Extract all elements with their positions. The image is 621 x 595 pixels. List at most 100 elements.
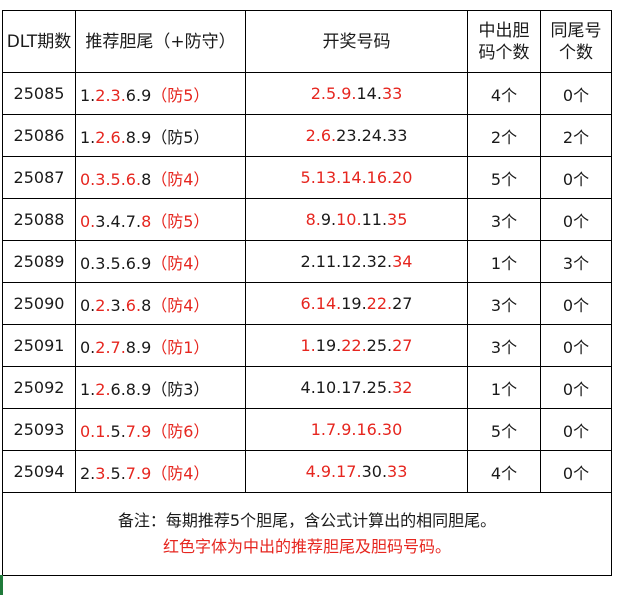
segment: 33 (387, 462, 408, 481)
segment: 32 (392, 378, 413, 397)
period-cell: 25089 (2, 240, 76, 283)
segment: 11. (361, 210, 388, 229)
segment: 25. (366, 336, 393, 355)
hits-cell: 5个 (467, 156, 541, 199)
same-tail-cell: 3个 (540, 240, 612, 283)
row: 25091 0.2.7.8.9（防1） 1.19.22.25.27 3个 0个 (2, 324, 612, 367)
header-text: DLT期数 (6, 31, 72, 52)
segment: 8 (141, 295, 152, 315)
segment: 3.4.7. (95, 211, 142, 231)
period-cell: 25086 (2, 114, 76, 157)
table-body: DLT期数 推荐胆尾（+防守） 开奖号码 中出胆 码个数 同尾号 个数 25085 1.2.3.… (2, 10, 612, 576)
segment: 22. (341, 336, 367, 355)
same-tail-cell: 0个 (540, 324, 612, 367)
period-cell: 25092 (2, 366, 76, 409)
note-row: 备注：每期推荐5个胆尾，含公式计算出的相同胆尾。 红色字体为中出的推荐胆尾及胆码号… (2, 492, 612, 576)
hits-cell: 3个 (467, 198, 541, 241)
segment: 6.9 (125, 85, 152, 105)
lottery-table: DLT期数 推荐胆尾（+防守） 开奖号码 中出胆 码个数 同尾号 个数 25085 1.2.3.… (2, 10, 612, 576)
draw-cell: 8.9.10.11.35 (245, 198, 468, 241)
segment: 2. (80, 463, 96, 483)
same-tail-cell: 0个 (540, 450, 612, 493)
segment: 19. (341, 294, 367, 313)
segment: 1. (300, 336, 316, 355)
period-cell: 25088 (2, 198, 76, 241)
draw-cell: 1.7.9.16.30 (245, 408, 468, 451)
period-cell: 25094 (2, 450, 76, 493)
segment: 4.9.17. (305, 462, 362, 481)
cell-marker (0, 575, 3, 595)
draw-cell: 1.19.22.25.27 (245, 324, 468, 367)
note-cell: 备注：每期推荐5个胆尾，含公式计算出的相同胆尾。 红色字体为中出的推荐胆尾及胆码号… (2, 492, 612, 576)
segment: 5.13.14.16.20 (300, 168, 413, 187)
hits-cell: 1个 (467, 366, 541, 409)
draw-cell: 2.6.23.24.33 (245, 114, 468, 157)
row: 25090 0.2.3.6.8（防4） 6.14.19.22.27 3个 0个 (2, 282, 612, 325)
recommend-cell: 1.2.6.8.9（防3） (75, 366, 246, 409)
segment: 0.3.5.6. (80, 169, 142, 189)
segment: 35 (387, 210, 408, 229)
segment: 3. (110, 295, 126, 315)
header-cell: 中出胆 码个数 (467, 10, 541, 73)
segment: 34 (392, 252, 413, 271)
header-cell: 同尾号 个数 (540, 10, 612, 73)
hits-cell: 3个 (467, 282, 541, 325)
header-line: 个数 (559, 42, 593, 63)
note-line: 备注：每期推荐5个胆尾，含公式计算出的相同胆尾。 (117, 511, 497, 530)
recommend-cell: 0.2.3.6.8（防4） (75, 282, 246, 325)
draw-cell: 2.5.9.14.33 (245, 72, 468, 115)
header-line: 同尾号 (550, 20, 602, 41)
draw-cell: 4.10.17.25.32 (245, 366, 468, 409)
same-tail-cell: 0个 (540, 282, 612, 325)
header-text: 推荐胆尾（+防守） (85, 31, 236, 52)
segment: （防4） (151, 295, 210, 315)
period-cell: 25091 (2, 324, 76, 367)
segment: 1.7.9.16.30 (310, 420, 403, 439)
header-cell: 推荐胆尾（+防守） (75, 10, 246, 73)
segment: 8（防5） (141, 211, 210, 231)
segment: 0.3.5.6.9 (80, 253, 152, 273)
recommend-cell: 0.3.4.7.8（防5） (75, 198, 246, 241)
header-text: 开奖号码 (322, 31, 391, 52)
hits-cell: 2个 (467, 114, 541, 157)
segment: 1. (80, 127, 96, 147)
row: 25086 1.2.6.8.9（防5） 2.6.23.24.33 2个 2个 (2, 114, 612, 157)
row: 25089 0.3.5.6.9（防4） 2.11.12.32.34 1个 3个 (2, 240, 612, 283)
row: 25094 2.3.5.7.9（防4） 4.9.17.30.33 4个 0个 (2, 450, 612, 493)
segment: 9. (320, 210, 337, 229)
segment: 33 (381, 84, 403, 103)
segment: 27 (392, 294, 413, 313)
segment: 1. (80, 379, 96, 399)
segment: 0. (80, 337, 96, 357)
segment: 0. (80, 211, 96, 231)
draw-cell: 2.11.12.32.34 (245, 240, 468, 283)
segment: 27 (392, 336, 413, 355)
segment: 2.7. (95, 337, 126, 357)
segment: 5. (110, 463, 126, 483)
segment: （防5） (151, 85, 210, 105)
segment: 2.6. (305, 126, 337, 145)
header-line: 码个数 (478, 42, 530, 63)
hits-cell: 3个 (467, 324, 541, 367)
row: 25087 0.3.5.6.8（防4） 5.13.14.16.20 5个 0个 (2, 156, 612, 199)
note-line: 红色字体为中出的推荐胆尾及胆码号码。 (162, 537, 451, 556)
segment: 6.14. (300, 294, 342, 313)
header-cell: DLT期数 (2, 10, 76, 73)
period-cell: 25093 (2, 408, 76, 451)
segment: 4.10.17.25. (300, 378, 393, 397)
same-tail-cell: 0个 (540, 198, 612, 241)
header-line: 中出胆 (478, 20, 530, 41)
segment: 8. (305, 210, 321, 229)
segment: 14. (356, 84, 382, 103)
segment: 8 (141, 169, 152, 189)
header-cell: 开奖号码 (245, 10, 468, 73)
recommend-cell: 0.2.7.8.9（防1） (75, 324, 246, 367)
header-row: DLT期数 推荐胆尾（+防守） 开奖号码 中出胆 码个数 同尾号 个数 (2, 10, 612, 73)
segment: 7.9（防4） (125, 463, 210, 483)
segment: 0. (80, 295, 96, 315)
segment: 22. (366, 294, 393, 313)
segment: 3. (95, 463, 111, 483)
segment: 5. (110, 421, 126, 441)
period-cell: 25085 (2, 72, 76, 115)
